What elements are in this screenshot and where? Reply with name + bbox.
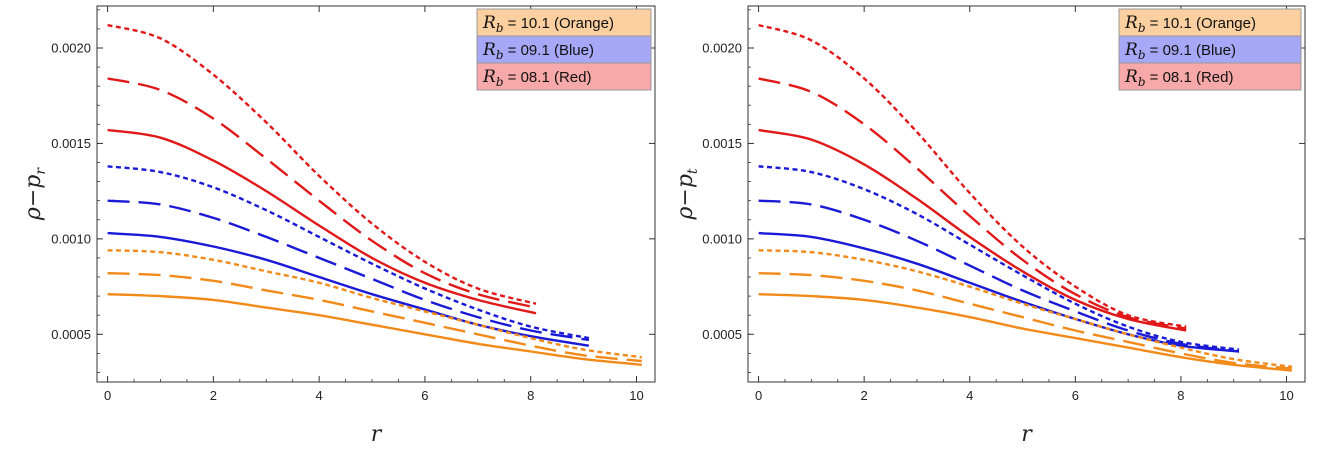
x-tick-label: 4 <box>316 388 323 403</box>
series-red-dotted <box>107 23 537 305</box>
series-orange-solid <box>107 293 642 366</box>
x-tick-label: 0 <box>104 388 111 403</box>
x-tick-label: 0 <box>755 388 762 403</box>
legend-label: Rb = 09.1 (Blue) <box>1124 40 1236 62</box>
x-tick-label: 2 <box>210 388 217 403</box>
legend-swatch <box>476 35 652 64</box>
x-axis-label: r <box>371 422 383 447</box>
x-tick-label: 8 <box>1177 388 1184 403</box>
legend-label: Rb = 08.1 (Red) <box>1124 67 1233 89</box>
plot-frame <box>96 5 656 383</box>
legend-item-red: Rb = 08.1 (Red) <box>476 62 652 91</box>
legend-swatch <box>1118 62 1302 91</box>
series-red-dotted <box>758 23 1187 328</box>
y-tick-label: 0.0015 <box>51 136 91 151</box>
series-orange-solid <box>758 293 1292 372</box>
y-tick-label: 0.0010 <box>702 231 742 246</box>
x-tick-label: 10 <box>629 388 643 403</box>
y-tick-label: 0.0020 <box>702 40 742 55</box>
x-tick-label: 2 <box>861 388 868 403</box>
legend-item-orange: Rb = 10.1 (Orange) <box>476 8 652 37</box>
series-blue-dashed <box>107 199 590 342</box>
chart-rho-minus-pr: 0 2 4 6 8 10 0.0005 0.0010 0.0015 0.0020 r ρ−pr Rb =… <box>21 5 656 447</box>
x-tick-label: 8 <box>527 388 534 403</box>
series-red-dashed <box>107 77 537 309</box>
legend-swatch <box>476 8 652 37</box>
y-tick-label: 0.0005 <box>51 327 91 342</box>
x-tick-label: 10 <box>1279 388 1293 403</box>
y-tick-label: 0.0005 <box>702 327 742 342</box>
series-blue-dotted <box>107 165 590 340</box>
legend-item-red: Rb = 08.1 (Red) <box>1118 62 1302 91</box>
legend-swatch <box>1118 35 1302 64</box>
series-blue-dashed <box>758 199 1240 353</box>
series-blue-solid <box>758 231 1240 353</box>
series-orange-dotted <box>758 249 1292 368</box>
y-tick-label: 0.0015 <box>702 136 742 151</box>
series-orange-dashed <box>107 272 642 363</box>
series-orange-dashed <box>758 272 1292 370</box>
legend-item-orange: Rb = 10.1 (Orange) <box>1118 8 1302 37</box>
series-blue-solid <box>107 231 590 347</box>
y-axis-label: ρ−pt <box>673 168 701 220</box>
legend-label: Rb = 10.1 (Orange) <box>482 13 614 35</box>
legend-item-blue: Rb = 09.1 (Blue) <box>1118 35 1302 64</box>
legend-swatch <box>476 62 652 91</box>
series-red-solid <box>107 128 537 315</box>
x-tick-label: 6 <box>421 388 428 403</box>
chart-rho-minus-pt: 0 2 4 6 8 10 0.0005 0.0010 0.0015 0.0020 r ρ−pt Rb =… <box>673 5 1306 447</box>
y-tick-label: 0.0010 <box>51 231 91 246</box>
x-axis-label: r <box>1021 422 1033 447</box>
y-axis-label: ρ−pr <box>21 167 49 221</box>
legend-item-blue: Rb = 09.1 (Blue) <box>476 35 652 64</box>
y-tick-label: 0.0020 <box>51 40 91 55</box>
legend-label: Rb = 09.1 (Blue) <box>482 40 594 62</box>
series-red-dashed <box>758 77 1187 330</box>
legend-label: Rb = 10.1 (Orange) <box>1124 13 1256 35</box>
legend-label: Rb = 08.1 (Red) <box>482 67 591 89</box>
x-tick-label: 6 <box>1072 388 1079 403</box>
plot-frame <box>747 5 1306 383</box>
series-red-solid <box>758 128 1187 332</box>
series-blue-dotted <box>758 165 1240 351</box>
x-tick-label: 4 <box>966 388 973 403</box>
